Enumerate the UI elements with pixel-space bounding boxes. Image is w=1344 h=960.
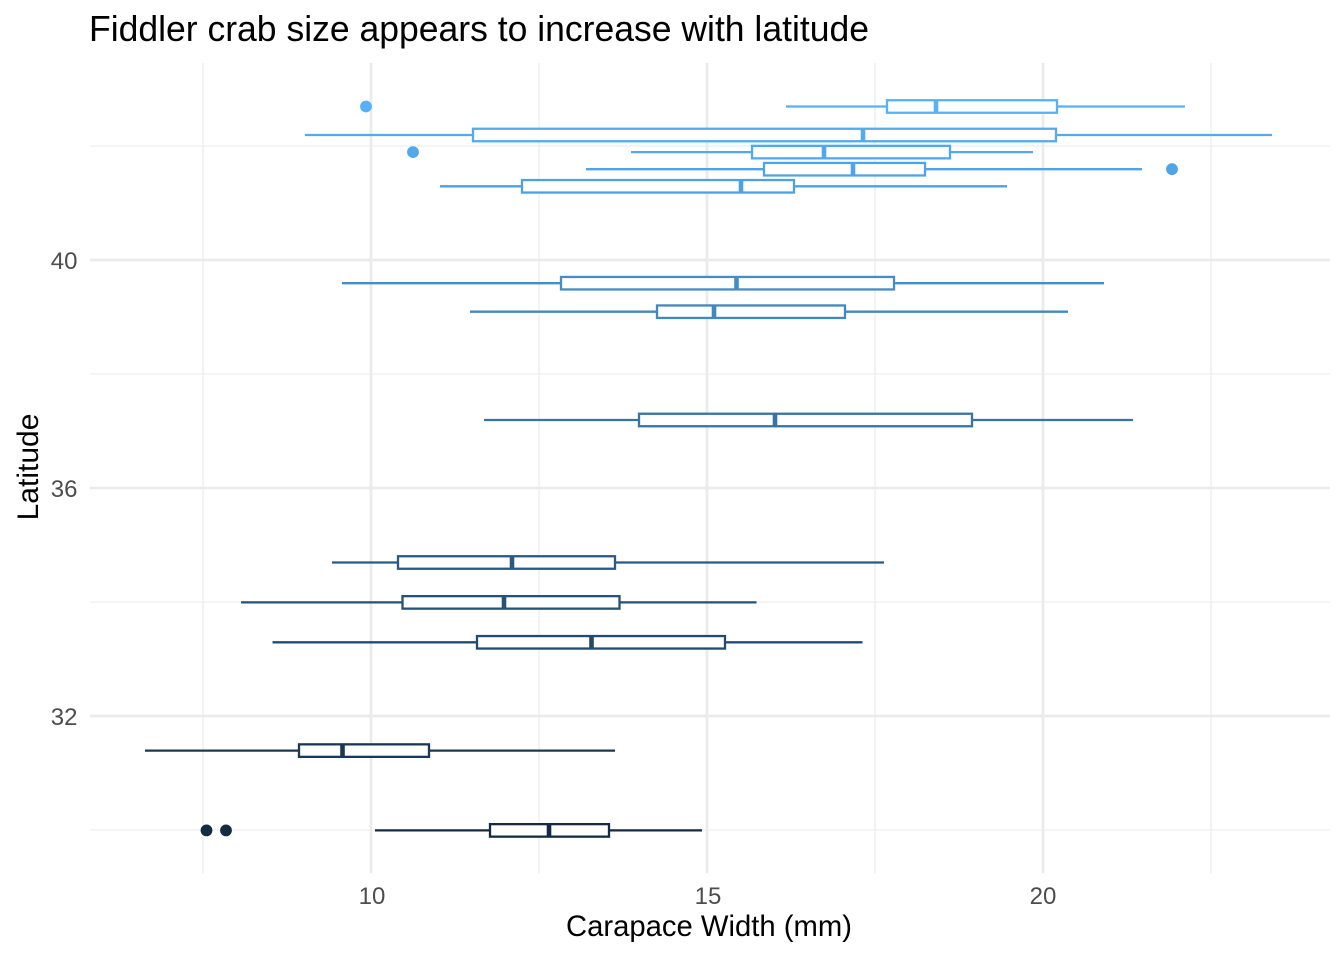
svg-text:20: 20 (1030, 883, 1057, 910)
svg-text:36: 36 (51, 476, 78, 503)
svg-text:Carapace Width (mm): Carapace Width (mm) (566, 910, 852, 943)
svg-text:Latitude: Latitude (12, 414, 45, 521)
svg-text:15: 15 (695, 883, 722, 910)
svg-text:32: 32 (51, 704, 78, 731)
svg-text:Fiddler crab size appears to i: Fiddler crab size appears to increase wi… (89, 8, 869, 49)
svg-text:40: 40 (51, 248, 78, 275)
svg-text:10: 10 (359, 883, 386, 910)
